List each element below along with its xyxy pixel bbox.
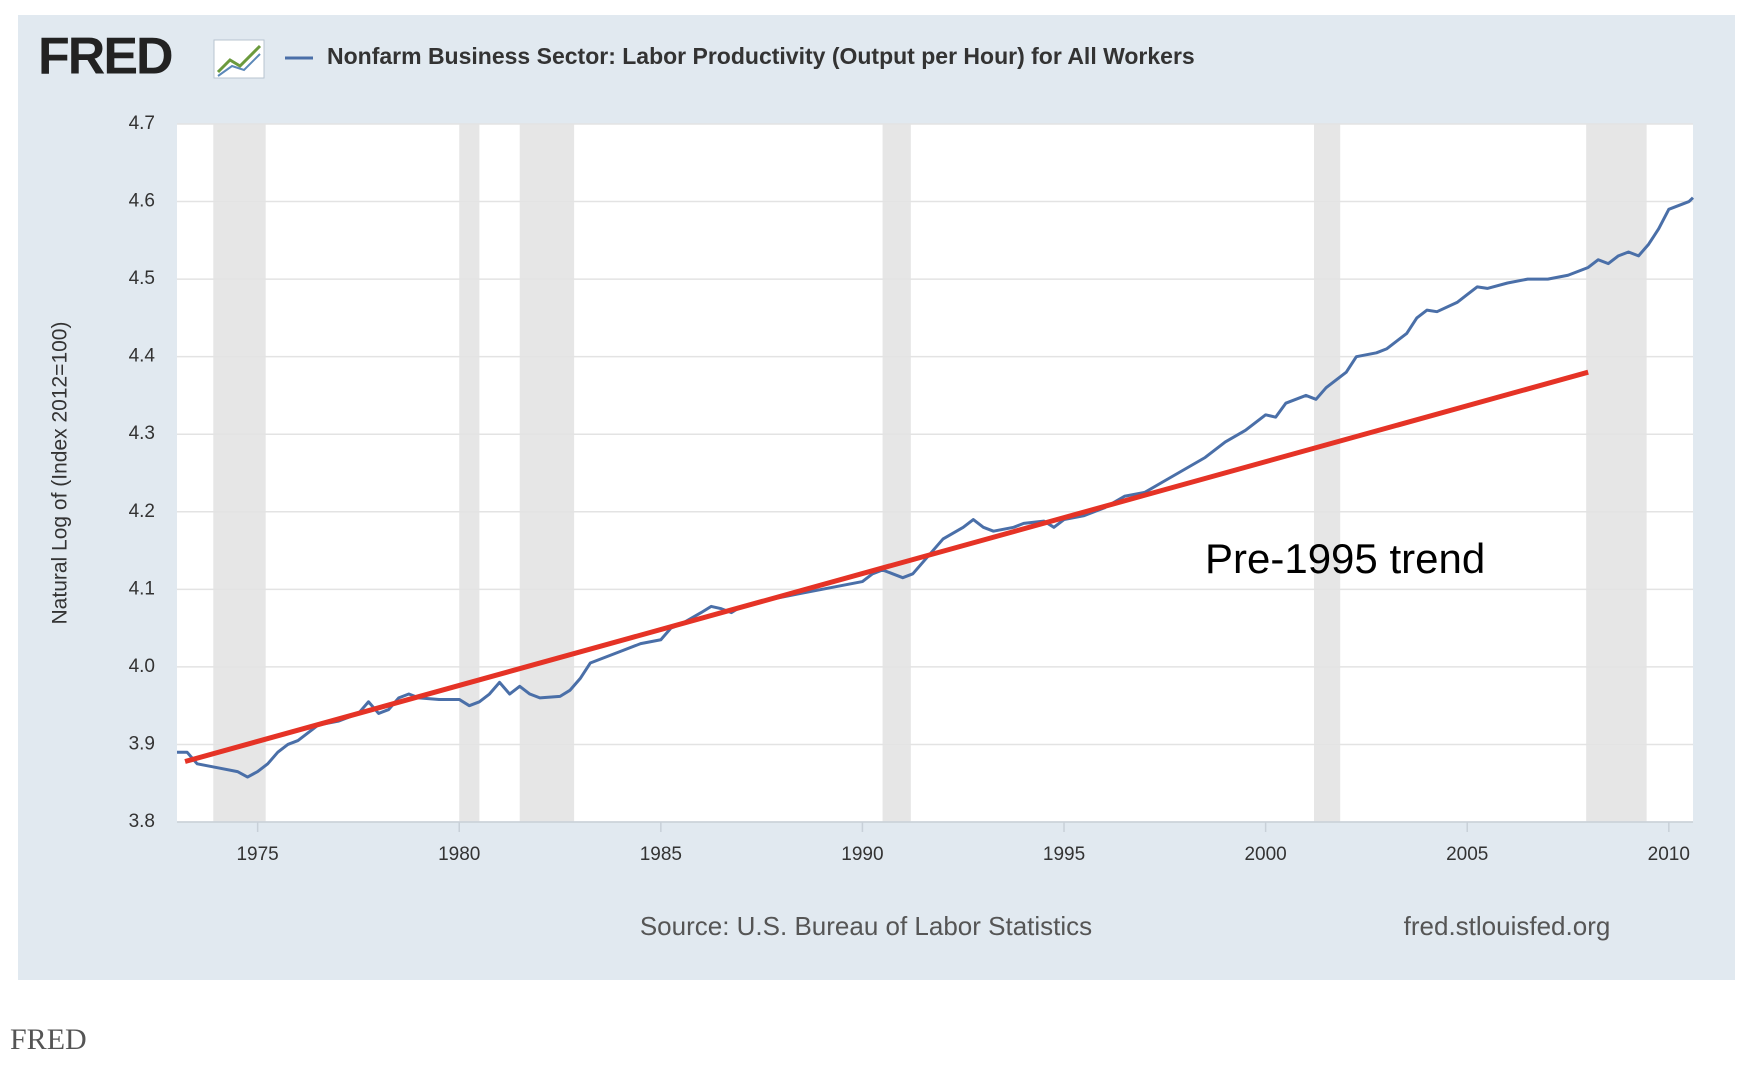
x-tick-label: 1985 xyxy=(640,844,682,865)
y-tick-label: 3.8 xyxy=(129,811,155,832)
y-tick-label: 4.6 xyxy=(129,191,155,212)
recession-band xyxy=(459,124,480,822)
logo-icon xyxy=(213,39,265,79)
recession-band xyxy=(882,124,911,822)
y-tick-label: 4.0 xyxy=(129,656,155,677)
y-tick-label: 4.3 xyxy=(129,423,155,444)
x-tick-label: 2005 xyxy=(1446,844,1488,865)
source: Source: U.S. Bureau of Labor Statistics xyxy=(640,911,1092,941)
logo: FRED xyxy=(38,28,172,86)
y-tick-label: 4.2 xyxy=(129,501,155,522)
y-tick-label: 4.5 xyxy=(129,268,155,289)
legend-label: Nonfarm Business Sector: Labor Productiv… xyxy=(327,43,1195,69)
x-tick-label: 1990 xyxy=(841,844,883,865)
y-axis-label: Natural Log of (Index 2012=100) xyxy=(49,322,72,625)
x-tick-label: 1975 xyxy=(236,844,278,865)
plot-area xyxy=(177,124,1693,822)
x-tick-label: 2000 xyxy=(1244,844,1286,865)
site-link: fred.stlouisfed.org xyxy=(1404,911,1611,941)
recession-band xyxy=(1314,124,1341,822)
trend-line xyxy=(184,369,1589,764)
recession-band xyxy=(213,124,266,822)
y-tick-label: 4.4 xyxy=(129,346,156,367)
trend-annotation: Pre-1995 trend xyxy=(1205,535,1485,582)
x-tick-label: 2010 xyxy=(1648,844,1690,865)
y-tick-label: 4.1 xyxy=(129,578,155,599)
y-tick-label: 3.9 xyxy=(129,733,155,754)
caption: FRED xyxy=(10,1023,87,1056)
recession-band xyxy=(519,124,575,822)
recession-band xyxy=(1586,124,1647,822)
y-tick-label: 4.7 xyxy=(129,113,155,134)
series-line xyxy=(177,196,1695,779)
x-tick-label: 1980 xyxy=(438,844,480,865)
x-tick-label: 1995 xyxy=(1043,844,1085,865)
